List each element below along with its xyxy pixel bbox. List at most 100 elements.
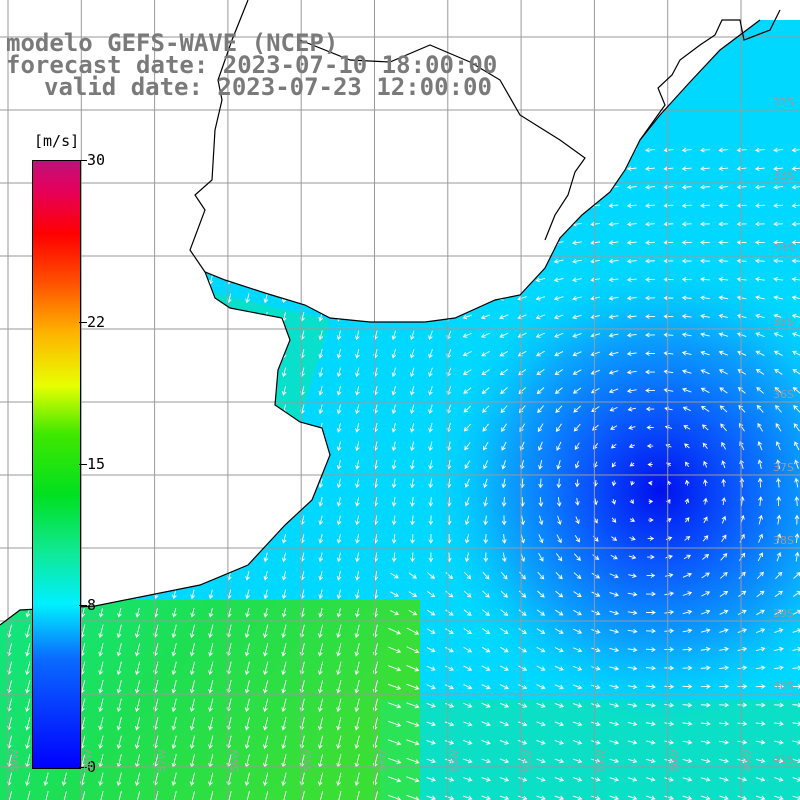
wind-arrow xyxy=(718,313,729,319)
wind-arrow xyxy=(774,369,783,375)
wind-arrow xyxy=(336,349,342,359)
colorbar xyxy=(32,160,81,769)
wind-arrow xyxy=(426,795,436,800)
wind-arrow xyxy=(665,554,673,560)
wind-arrow xyxy=(702,442,708,449)
wind-arrow xyxy=(499,795,510,800)
wind-arrow xyxy=(645,351,656,356)
wind-arrow xyxy=(572,795,583,800)
wind-arrow xyxy=(573,572,582,579)
wind-arrow xyxy=(663,240,674,245)
wind-arrow xyxy=(609,740,620,745)
colorbar-tick-label: 22 xyxy=(87,312,106,331)
wind-arrow xyxy=(428,496,434,507)
wind-arrow xyxy=(463,795,473,800)
wind-arrow xyxy=(701,424,709,431)
wind-arrow xyxy=(592,424,599,431)
wind-arrow xyxy=(608,332,619,338)
wind-arrow xyxy=(775,571,783,579)
wind-arrow xyxy=(775,404,782,413)
wind-arrow xyxy=(464,552,470,563)
wind-arrow xyxy=(700,332,710,337)
wind-arrow xyxy=(481,739,491,745)
wind-arrow xyxy=(406,720,420,727)
wind-arrow xyxy=(555,571,563,580)
wind-arrow xyxy=(536,702,546,708)
wind-arrow xyxy=(626,277,637,282)
wind-arrow xyxy=(573,423,581,432)
wind-arrow xyxy=(409,330,415,341)
wind-arrow xyxy=(336,478,342,489)
wind-arrow xyxy=(245,608,250,618)
wind-arrow xyxy=(483,533,489,544)
wind-arrow xyxy=(627,740,638,745)
wind-arrow xyxy=(317,717,324,731)
wind-arrow xyxy=(501,515,507,526)
wind-arrow xyxy=(263,772,269,787)
wind-arrow xyxy=(538,460,543,470)
wind-arrow xyxy=(336,497,342,507)
wind-arrow xyxy=(554,684,564,690)
wind-arrow xyxy=(318,571,324,581)
wind-arrow xyxy=(738,423,745,432)
wind-arrow xyxy=(684,443,690,449)
wind-arrow xyxy=(536,350,545,357)
wind-arrow xyxy=(721,478,727,487)
wind-arrow xyxy=(757,459,763,469)
wind-arrow xyxy=(572,277,582,283)
wind-arrow xyxy=(426,665,436,671)
wind-arrow xyxy=(683,425,691,430)
wind-arrow xyxy=(263,680,269,694)
wind-arrow xyxy=(609,406,618,412)
wind-arrow xyxy=(794,441,800,451)
wind-arrow xyxy=(683,554,692,560)
longitude-label: 54W xyxy=(376,749,388,772)
wind-arrow xyxy=(774,758,784,764)
wind-arrow xyxy=(774,684,784,689)
wind-arrow xyxy=(336,717,342,731)
wind-arrow xyxy=(608,277,619,283)
wind-arrow xyxy=(645,610,656,615)
wind-arrow xyxy=(98,661,104,676)
wind-arrow xyxy=(700,646,711,652)
wind-arrow xyxy=(645,332,656,338)
wind-arrow xyxy=(700,350,710,356)
longitude-label: 50W xyxy=(669,749,681,772)
wind-arrow xyxy=(501,552,507,563)
wind-arrow xyxy=(410,533,415,544)
wind-arrow xyxy=(555,553,563,562)
wind-arrow xyxy=(464,442,471,451)
wind-arrow xyxy=(664,609,675,615)
wind-arrow xyxy=(792,591,800,597)
wind-arrow xyxy=(647,554,655,560)
wind-arrow xyxy=(390,591,400,597)
wind-arrow xyxy=(556,441,562,451)
wind-arrow xyxy=(208,275,214,285)
wind-arrow xyxy=(390,572,399,579)
wind-arrow xyxy=(591,591,601,597)
wind-arrow xyxy=(518,387,527,395)
wind-arrow xyxy=(281,772,287,787)
wind-arrow xyxy=(25,661,31,676)
wind-arrow xyxy=(263,571,269,581)
wind-arrow xyxy=(428,459,434,470)
wind-arrow xyxy=(591,684,601,690)
wind-arrow xyxy=(336,330,342,341)
wind-arrow xyxy=(646,739,656,745)
wind-arrow xyxy=(682,572,693,578)
wind-arrow xyxy=(773,313,784,319)
wind-arrow xyxy=(281,589,287,600)
wind-arrow xyxy=(410,515,415,526)
wind-arrow xyxy=(355,478,360,489)
wind-arrow xyxy=(555,609,564,616)
wind-arrow xyxy=(572,665,583,671)
wind-arrow xyxy=(718,221,729,227)
wind-arrow xyxy=(61,791,67,800)
wind-arrow xyxy=(388,757,402,764)
wind-arrow xyxy=(590,314,601,320)
wind-arrow xyxy=(536,387,545,395)
wind-arrow xyxy=(773,350,783,356)
wind-arrow xyxy=(554,740,565,745)
wind-arrow xyxy=(244,661,250,676)
wind-arrow xyxy=(682,628,693,634)
